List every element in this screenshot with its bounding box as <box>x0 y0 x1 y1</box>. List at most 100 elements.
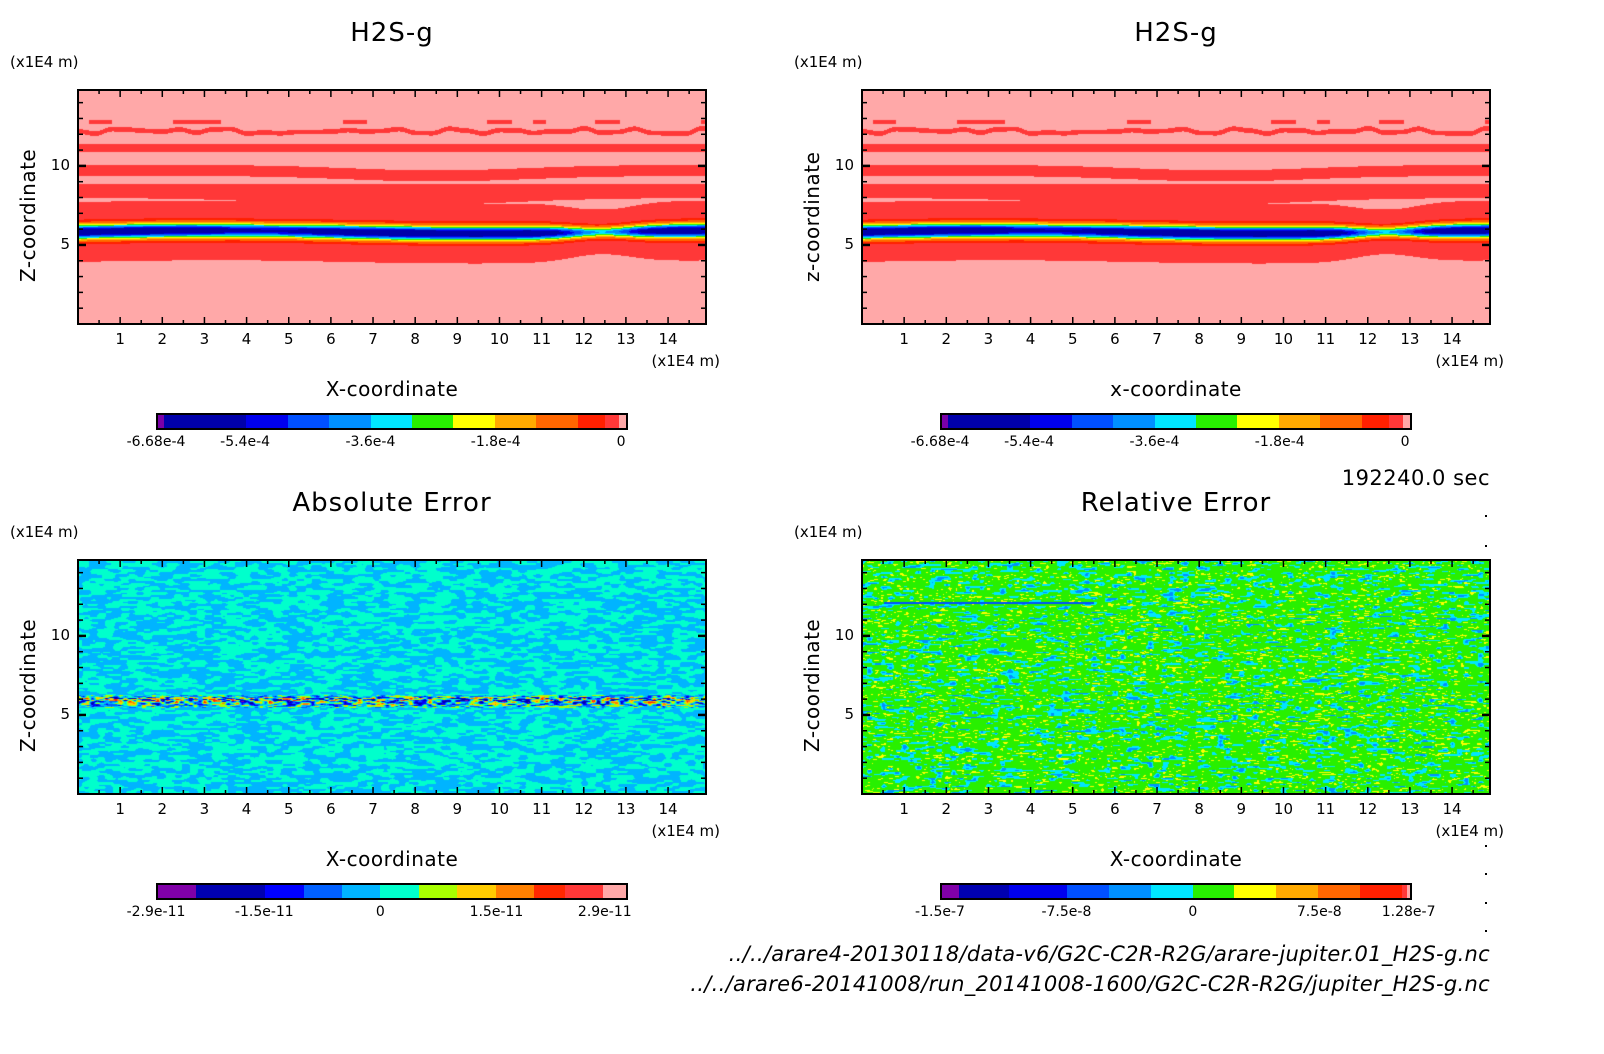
x-tick-label: 7 <box>368 330 378 348</box>
x-tick-label: 10 <box>489 330 510 348</box>
x-tick-label: 9 <box>1236 330 1247 348</box>
chart-title: Relative Error <box>1080 488 1272 518</box>
x-tick-label: 8 <box>1194 800 1204 818</box>
colorbar-tick-label: 2.9e-11 <box>577 904 632 920</box>
x-axis-label: X-coordinate <box>325 377 459 401</box>
colorbar-tick-label: -6.68e-4 <box>910 434 970 450</box>
x-axis-unit: (x1E4 m) <box>651 822 720 840</box>
x-tick-label: 12 <box>574 800 594 818</box>
colorbar-tick-label: -1.5e-11 <box>234 904 294 920</box>
x-tick-label: 4 <box>1025 330 1036 348</box>
colorbar-tick-label: -3.6e-4 <box>345 434 396 450</box>
colorbar-segment <box>564 885 603 898</box>
plot-border <box>77 89 707 325</box>
x-tick-label: 1 <box>899 800 909 818</box>
colorbar-segment <box>1401 885 1407 898</box>
colorbar-segment <box>342 885 381 898</box>
colorbar-segment <box>495 885 534 898</box>
plot-frame <box>861 89 1491 325</box>
colorbar-segment <box>380 885 419 898</box>
x-tick-label: 10 <box>489 800 510 818</box>
x-tick-label: 3 <box>199 330 210 348</box>
x-tick-label: 5 <box>1067 330 1078 348</box>
colorbar-segment <box>1195 415 1238 428</box>
x-tick-label: 7 <box>1152 800 1162 818</box>
colorbar-segment <box>1154 415 1196 428</box>
y-axis-unit: (x1E4 m) <box>794 53 863 71</box>
marker-dot <box>1485 515 1487 517</box>
colorbar-tick-label: -1.5e-7 <box>915 904 965 920</box>
panel-br: Relative Error (x1E4 m) 1 2 3 4 5 6 7 8 9 10 11 12 13 1… <box>784 470 1568 940</box>
contour-field <box>78 560 706 794</box>
colorbar-segment <box>958 885 1009 898</box>
colorbar-tick-label: 7.5e-8 <box>1296 904 1342 920</box>
y-tick-label: 5 <box>844 234 854 253</box>
x-tick-label: 13 <box>1400 330 1420 348</box>
x-tick-label: 8 <box>410 800 420 818</box>
colorbar-segment <box>494 415 537 428</box>
x-tick-label: 11 <box>1316 800 1336 818</box>
x-tick-label: 7 <box>1152 330 1162 348</box>
x-tick-label: 14 <box>1442 330 1462 348</box>
colorbar-segment <box>602 885 626 898</box>
colorbar-segment <box>1276 885 1319 898</box>
colorbar-segment <box>329 415 371 428</box>
colorbar-segment <box>158 885 197 898</box>
y-tick-label: 5 <box>844 704 854 723</box>
colorbar-segment <box>1359 885 1402 898</box>
colorbar-segment <box>1150 885 1193 898</box>
colorbar-tick-label: -3.6e-4 <box>1129 434 1180 450</box>
colorbar-tick-label: 0 <box>375 904 385 920</box>
contour-field <box>78 90 706 324</box>
colorbar-tick-label: -5.4e-4 <box>220 434 271 450</box>
colorbar-segment <box>1071 415 1114 428</box>
panel-tr: H2S-g (x1E4 m) 1 2 3 4 5 6 7 8 9 10 11 12 13 14 5 10 (x1E4… <box>784 0 1568 470</box>
colorbar-tick-label: 0 <box>616 434 626 450</box>
colorbar-segment <box>196 885 266 898</box>
x-tick-label: 1 <box>899 330 909 348</box>
colorbar-tick-label: 0 <box>1400 434 1410 450</box>
contour-field <box>862 90 1490 324</box>
x-tick-label: 6 <box>1110 330 1120 348</box>
x-tick-label: 6 <box>326 330 336 348</box>
colorbar-segment <box>287 415 330 428</box>
colorbar <box>940 413 1412 430</box>
colorbar-segment <box>577 415 606 428</box>
colorbar-segment <box>605 415 619 428</box>
y-tick-label: 10 <box>50 155 70 174</box>
marker-dot <box>1485 873 1487 875</box>
y-tick-label: 5 <box>60 704 70 723</box>
x-axis-label: x-coordinate <box>1110 377 1242 401</box>
colorbar-segment <box>303 885 343 898</box>
plot-border <box>861 89 1491 325</box>
y-axis-label: Z-coordinate <box>800 618 824 752</box>
colorbar-segment <box>1318 885 1360 898</box>
x-tick-label: 4 <box>1025 800 1036 818</box>
colorbar-segment <box>1030 415 1072 428</box>
colorbar-tick-label: 1.5e-11 <box>469 904 524 920</box>
plot-frame <box>861 559 1491 795</box>
colorbar-segment <box>942 415 948 428</box>
colorbar-tick-label: -1.8e-4 <box>470 434 521 450</box>
colorbar-segment <box>418 885 458 898</box>
plot-frame <box>77 559 707 795</box>
colorbar-segment <box>246 415 288 428</box>
marker-dot <box>1485 930 1487 932</box>
y-tick-label: 5 <box>60 234 70 253</box>
file-path-reference: ../../arare4-20130118/data-v6/G2C-C2R-R2… <box>728 942 1490 966</box>
colorbar-tick-label: -2.9e-11 <box>126 904 186 920</box>
y-tick-label: 10 <box>50 625 70 644</box>
colorbar <box>156 883 628 900</box>
colorbar-segment <box>1109 885 1151 898</box>
colorbar-segment <box>942 885 959 898</box>
x-tick-label: 2 <box>157 800 168 818</box>
x-tick-label: 13 <box>1400 800 1420 818</box>
x-tick-label: 6 <box>326 800 336 818</box>
plot-border <box>861 559 1491 795</box>
colorbar-segment <box>1237 415 1279 428</box>
x-tick-label: 1 <box>115 800 125 818</box>
x-tick-label: 12 <box>1358 330 1378 348</box>
x-axis-label: X-coordinate <box>1109 847 1243 871</box>
x-tick-label: 14 <box>1442 800 1462 818</box>
colorbar-segment <box>1361 415 1390 428</box>
